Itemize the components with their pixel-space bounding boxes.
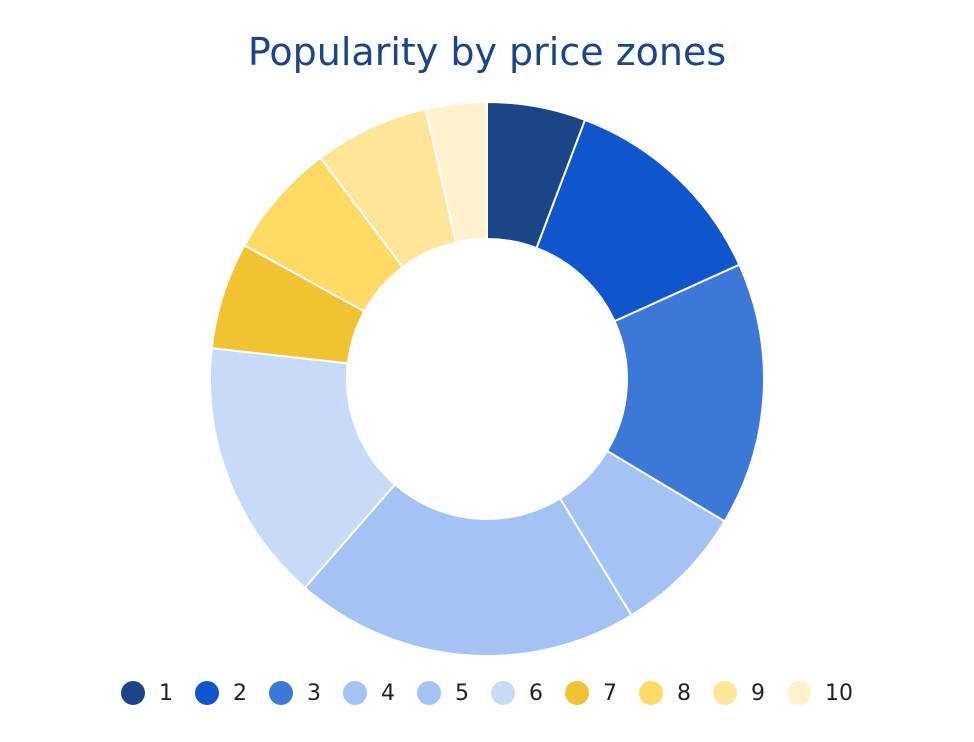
legend-swatch	[269, 681, 293, 705]
legend-label: 3	[307, 680, 321, 706]
legend-item-7[interactable]: 7	[565, 681, 617, 706]
legend-label: 5	[455, 680, 469, 706]
legend-label: 7	[603, 680, 617, 706]
legend-swatch	[417, 681, 441, 705]
donut-slice-10[interactable]	[424, 100, 488, 244]
legend: 1 2 3 4 5 6 7 8 9 10	[0, 674, 974, 712]
legend-swatch	[121, 681, 145, 705]
legend-label: 2	[233, 680, 247, 706]
legend-swatch	[639, 681, 663, 705]
legend-item-3[interactable]: 3	[269, 681, 321, 706]
donut-slice-3[interactable]	[605, 263, 765, 523]
legend-label: 4	[381, 680, 395, 706]
legend-swatch	[343, 681, 367, 705]
legend-swatch	[195, 681, 219, 705]
legend-label: 9	[751, 680, 765, 706]
legend-item-10[interactable]: 10	[787, 681, 853, 706]
legend-label: 8	[677, 680, 691, 706]
chart-title: Popularity by price zones	[247, 30, 727, 74]
legend-swatch	[787, 681, 811, 705]
legend-label: 1	[159, 680, 173, 706]
legend-label: 10	[825, 680, 853, 706]
donut-slice-5[interactable]	[303, 483, 633, 657]
legend-item-6[interactable]: 6	[491, 681, 543, 706]
donut-slice-6[interactable]	[209, 347, 397, 590]
legend-item-1[interactable]: 1	[121, 681, 173, 706]
legend-item-8[interactable]: 8	[639, 681, 691, 706]
legend-swatch	[713, 681, 737, 705]
legend-swatch	[565, 681, 589, 705]
legend-item-5[interactable]: 5	[417, 681, 469, 706]
legend-item-9[interactable]: 9	[713, 681, 765, 706]
legend-item-4[interactable]: 4	[343, 681, 395, 706]
legend-swatch	[491, 681, 515, 705]
legend-item-2[interactable]: 2	[195, 681, 247, 706]
legend-label: 6	[529, 680, 543, 706]
